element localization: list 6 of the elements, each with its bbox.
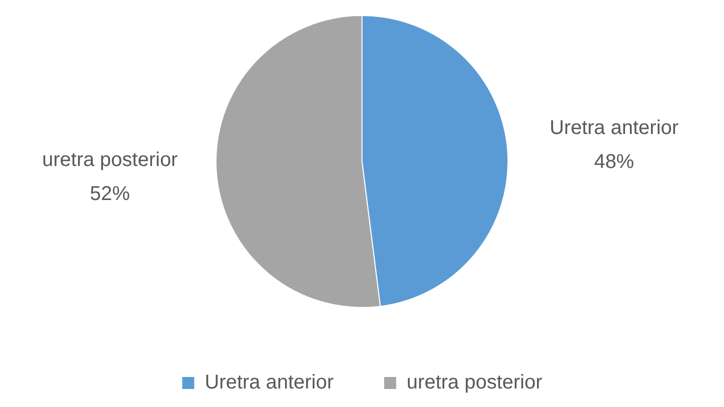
slice-label: uretra posterior <box>42 148 178 171</box>
data-label: 48% <box>594 151 634 174</box>
legend-label: uretra posterior <box>406 372 543 394</box>
data-label: 52% <box>90 182 130 205</box>
slice-label: Uretra anterior <box>550 117 679 140</box>
legend-label: Uretra anterior <box>204 372 334 394</box>
